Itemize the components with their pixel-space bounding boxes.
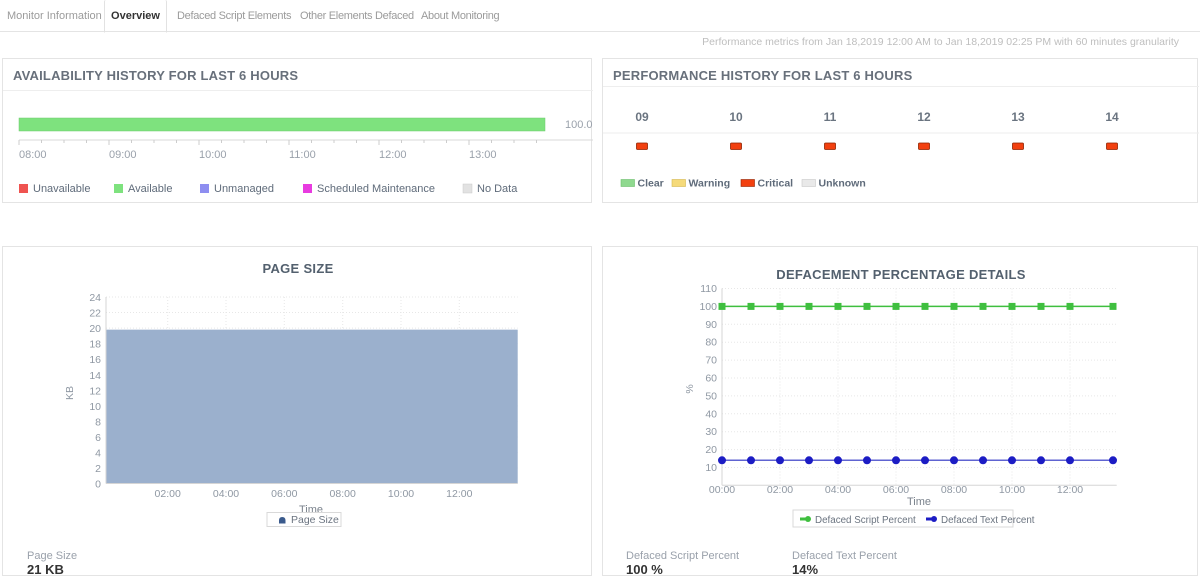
svg-text:Scheduled Maintenance: Scheduled Maintenance bbox=[317, 183, 435, 195]
svg-text:16: 16 bbox=[89, 354, 101, 366]
svg-text:12:00: 12:00 bbox=[379, 149, 407, 161]
svg-text:12: 12 bbox=[89, 385, 101, 397]
svg-text:Page Size: Page Size bbox=[291, 514, 339, 526]
svg-text:08:00: 08:00 bbox=[330, 488, 356, 500]
svg-text:18: 18 bbox=[89, 339, 101, 351]
svg-text:110: 110 bbox=[700, 283, 717, 295]
svg-text:No Data: No Data bbox=[477, 183, 518, 195]
svg-text:12:00: 12:00 bbox=[1057, 484, 1083, 496]
svg-text:40: 40 bbox=[705, 408, 717, 420]
svg-text:Warning: Warning bbox=[689, 178, 731, 190]
svg-text:06:00: 06:00 bbox=[271, 488, 297, 500]
svg-text:Defaced Text Percent: Defaced Text Percent bbox=[941, 515, 1035, 526]
svg-text:22: 22 bbox=[89, 308, 101, 320]
svg-text:24: 24 bbox=[89, 292, 101, 304]
svg-text:10: 10 bbox=[705, 462, 717, 474]
svg-text:90: 90 bbox=[705, 319, 717, 331]
svg-text:04:00: 04:00 bbox=[825, 484, 851, 496]
svg-text:20: 20 bbox=[89, 323, 101, 335]
svg-text:11:00: 11:00 bbox=[289, 149, 316, 161]
svg-text:Clear: Clear bbox=[638, 178, 664, 190]
svg-text:10:00: 10:00 bbox=[199, 149, 227, 161]
svg-text:14: 14 bbox=[1105, 110, 1119, 124]
svg-text:04:00: 04:00 bbox=[213, 488, 239, 500]
svg-text:60: 60 bbox=[705, 373, 717, 385]
svg-text:10: 10 bbox=[89, 401, 101, 413]
svg-text:10:00: 10:00 bbox=[999, 484, 1025, 496]
svg-text:20: 20 bbox=[705, 444, 717, 456]
svg-text:Unavailable: Unavailable bbox=[33, 183, 90, 195]
svg-text:2: 2 bbox=[95, 463, 101, 475]
svg-text:02:00: 02:00 bbox=[767, 484, 793, 496]
svg-text:8: 8 bbox=[95, 416, 101, 428]
svg-text:10: 10 bbox=[729, 110, 743, 124]
svg-text:4: 4 bbox=[95, 448, 101, 460]
svg-text:09:00: 09:00 bbox=[109, 149, 137, 161]
svg-text:13:00: 13:00 bbox=[469, 149, 497, 161]
svg-text:11: 11 bbox=[824, 110, 837, 124]
svg-text:09: 09 bbox=[635, 110, 649, 124]
svg-text:Unknown: Unknown bbox=[819, 178, 866, 190]
svg-text:70: 70 bbox=[705, 355, 717, 367]
svg-text:Defaced Script Percent: Defaced Script Percent bbox=[815, 515, 916, 526]
svg-text:10:00: 10:00 bbox=[388, 488, 414, 500]
svg-text:0: 0 bbox=[95, 479, 101, 491]
svg-text:13: 13 bbox=[1011, 110, 1025, 124]
svg-text:06:00: 06:00 bbox=[883, 484, 909, 496]
svg-text:02:00: 02:00 bbox=[155, 488, 181, 500]
svg-text:100: 100 bbox=[699, 301, 717, 313]
svg-text:12: 12 bbox=[917, 110, 931, 124]
svg-text:08:00: 08:00 bbox=[19, 149, 47, 161]
svg-text:50: 50 bbox=[705, 390, 717, 402]
svg-text:%: % bbox=[684, 384, 696, 393]
svg-text:Unmanaged: Unmanaged bbox=[214, 183, 274, 195]
svg-text:14: 14 bbox=[89, 370, 101, 382]
svg-text:6: 6 bbox=[95, 432, 101, 444]
svg-text:30: 30 bbox=[705, 426, 717, 438]
svg-text:Critical: Critical bbox=[758, 178, 794, 190]
svg-text:00:00: 00:00 bbox=[709, 484, 735, 496]
svg-text:80: 80 bbox=[705, 337, 717, 349]
svg-text:KB: KB bbox=[64, 386, 76, 400]
svg-text:100.0: 100.0 bbox=[565, 119, 593, 131]
svg-text:Time: Time bbox=[907, 496, 931, 508]
svg-text:12:00: 12:00 bbox=[446, 488, 472, 500]
svg-text:08:00: 08:00 bbox=[941, 484, 967, 496]
svg-text:Available: Available bbox=[128, 183, 172, 195]
